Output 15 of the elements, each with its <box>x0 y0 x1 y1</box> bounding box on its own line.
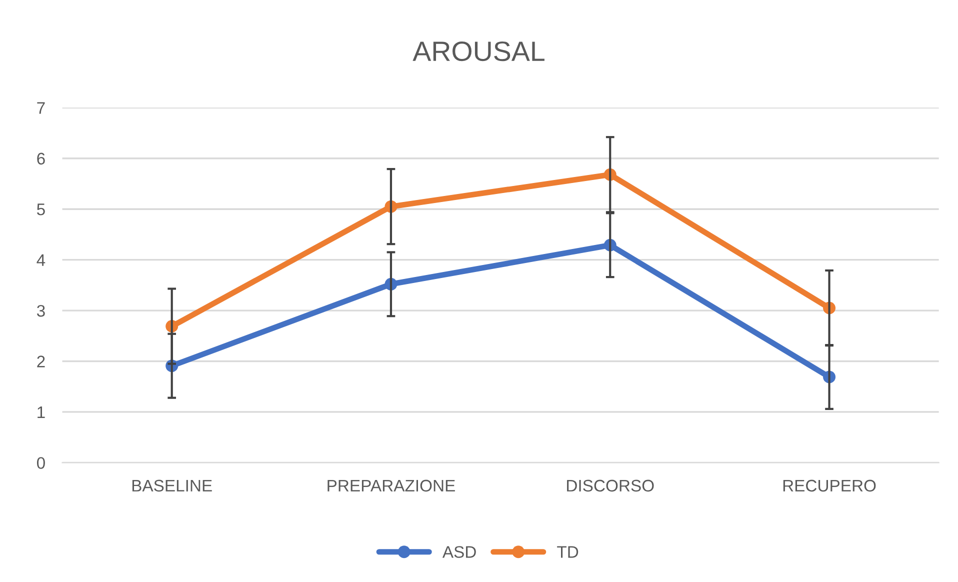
y-tick-label: 0 <box>36 457 45 469</box>
x-tick-label: PREPARAZIONE <box>328 480 455 492</box>
legend-label: TD <box>557 546 578 558</box>
x-tick-label: BASELINE <box>132 480 212 492</box>
chart-title: AROUSAL <box>412 41 544 62</box>
x-tick-label: RECUPERO <box>783 480 876 492</box>
y-tick-label: 1 <box>38 406 45 418</box>
legend-label: ASD <box>442 546 476 558</box>
y-tick-label: 2 <box>37 356 45 368</box>
y-tick-label: 3 <box>36 304 45 317</box>
y-tick-label: 4 <box>36 254 46 266</box>
x-tick-label: DISCORSO <box>567 480 654 492</box>
y-tick-label: 6 <box>37 152 45 165</box>
y-tick-label: 5 <box>37 204 45 216</box>
y-tick-label: 7 <box>37 102 45 114</box>
